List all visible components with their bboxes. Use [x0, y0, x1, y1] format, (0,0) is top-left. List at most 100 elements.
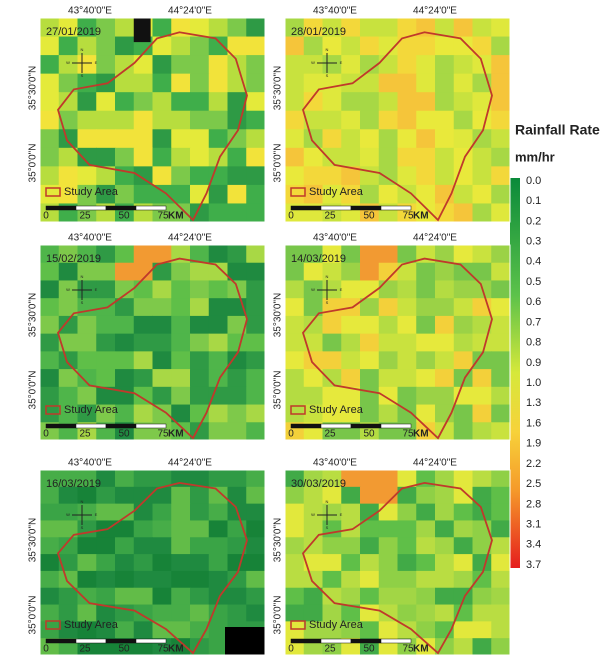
- raster-cell: [285, 166, 305, 186]
- raster-cell: [40, 587, 60, 606]
- raster-cell: [115, 369, 135, 388]
- compass-letter: N: [326, 499, 329, 504]
- raster-cell: [77, 147, 97, 167]
- raster-cell: [378, 369, 398, 388]
- raster-cell: [133, 280, 153, 299]
- raster-cell: [285, 280, 305, 299]
- raster-cell: [58, 262, 78, 281]
- raster-cell: [40, 386, 60, 406]
- frame: [284, 17, 511, 223]
- raster-cell: [285, 129, 305, 149]
- raster-cell: [227, 570, 247, 589]
- raster-cell: [208, 166, 228, 186]
- raster-cell: [58, 621, 78, 639]
- raster-cell: [96, 570, 116, 589]
- raster-cell: [133, 404, 153, 423]
- raster-cell: [208, 73, 228, 93]
- raster-cell: [378, 245, 398, 264]
- raster-cell: [227, 422, 247, 441]
- raster-cell: [303, 280, 323, 299]
- raster-cell: [58, 604, 78, 622]
- raster-cell: [190, 503, 210, 521]
- raster-cell: [360, 55, 380, 75]
- raster-cell: [303, 184, 323, 204]
- raster-cell: [152, 570, 172, 589]
- raster-cell: [152, 18, 172, 38]
- scale-bar: [320, 423, 352, 429]
- raster-cell: [285, 333, 305, 352]
- raster-cell: [322, 621, 342, 639]
- raster-cell: [416, 537, 436, 555]
- raster-cell: [435, 520, 455, 538]
- raster-cell: [322, 486, 342, 505]
- raster-cell: [341, 129, 361, 149]
- raster-cell: [58, 386, 78, 406]
- raster-cell: [416, 404, 436, 423]
- scale-label: 0: [288, 644, 294, 655]
- raster-cell: [322, 262, 342, 281]
- raster-cell: [246, 470, 266, 488]
- scale-unit: KM: [413, 644, 429, 655]
- raster-cell: [190, 351, 210, 370]
- raster-cell: [303, 166, 323, 186]
- raster-cell: [341, 503, 361, 521]
- raster-cell: [40, 621, 60, 639]
- raster-cell: [435, 570, 455, 589]
- raster-cell: [453, 404, 473, 423]
- raster-cell: [453, 36, 473, 56]
- raster-cell: [208, 537, 228, 555]
- raster-cell: [133, 262, 153, 281]
- raster-cell: [96, 503, 116, 521]
- raster-cell: [208, 422, 228, 441]
- scale-label: 50: [363, 211, 375, 222]
- raster-cell: [96, 587, 116, 606]
- raster-cell: [341, 55, 361, 75]
- raster-cell: [472, 166, 492, 186]
- raster-cell: [285, 520, 305, 538]
- raster-cell: [133, 587, 153, 606]
- raster-cell: [453, 554, 473, 572]
- raster-cell: [246, 280, 266, 299]
- raster-cell: [133, 621, 153, 639]
- raster-cell: [77, 262, 97, 281]
- raster-cell: [416, 110, 436, 130]
- raster-cell: [115, 503, 135, 521]
- scale-label: 25: [79, 429, 91, 440]
- scale-label: 75: [157, 644, 169, 655]
- raster-cell: [171, 73, 191, 93]
- lon-label: 43°40'0"E: [313, 458, 357, 469]
- raster-cell: [227, 203, 247, 223]
- raster-cell: [190, 298, 210, 317]
- raster-cell: [322, 604, 342, 622]
- raster-cell: [435, 280, 455, 299]
- raster-cell: [435, 262, 455, 281]
- raster-cell: [397, 470, 417, 488]
- raster-cell: [416, 369, 436, 388]
- raster-cell: [40, 298, 60, 317]
- raster-cell: [190, 520, 210, 538]
- raster-cell: [341, 36, 361, 56]
- scale-label: 0: [43, 211, 49, 222]
- compass-letter: E: [95, 512, 98, 517]
- raster-cell: [341, 280, 361, 299]
- raster-cell: [435, 166, 455, 186]
- legend-swatch: [45, 620, 61, 630]
- raster-cell: [435, 486, 455, 505]
- raster-cell: [416, 503, 436, 521]
- raster-cell: [246, 422, 266, 441]
- raster-cell: [40, 570, 60, 589]
- raster-cell: [435, 537, 455, 555]
- raster-cell: [285, 36, 305, 56]
- raster-cell: [341, 369, 361, 388]
- raster-cell: [435, 333, 455, 352]
- date-label: 30/03/2019: [291, 478, 346, 490]
- raster-cell: [58, 570, 78, 589]
- raster-cell: [115, 18, 135, 38]
- raster-cell: [58, 110, 78, 130]
- raster-cell: [96, 554, 116, 572]
- compass-letter: W: [311, 512, 315, 517]
- raster-cell: [472, 537, 492, 555]
- raster-cell: [472, 587, 492, 606]
- raster-cell: [491, 73, 511, 93]
